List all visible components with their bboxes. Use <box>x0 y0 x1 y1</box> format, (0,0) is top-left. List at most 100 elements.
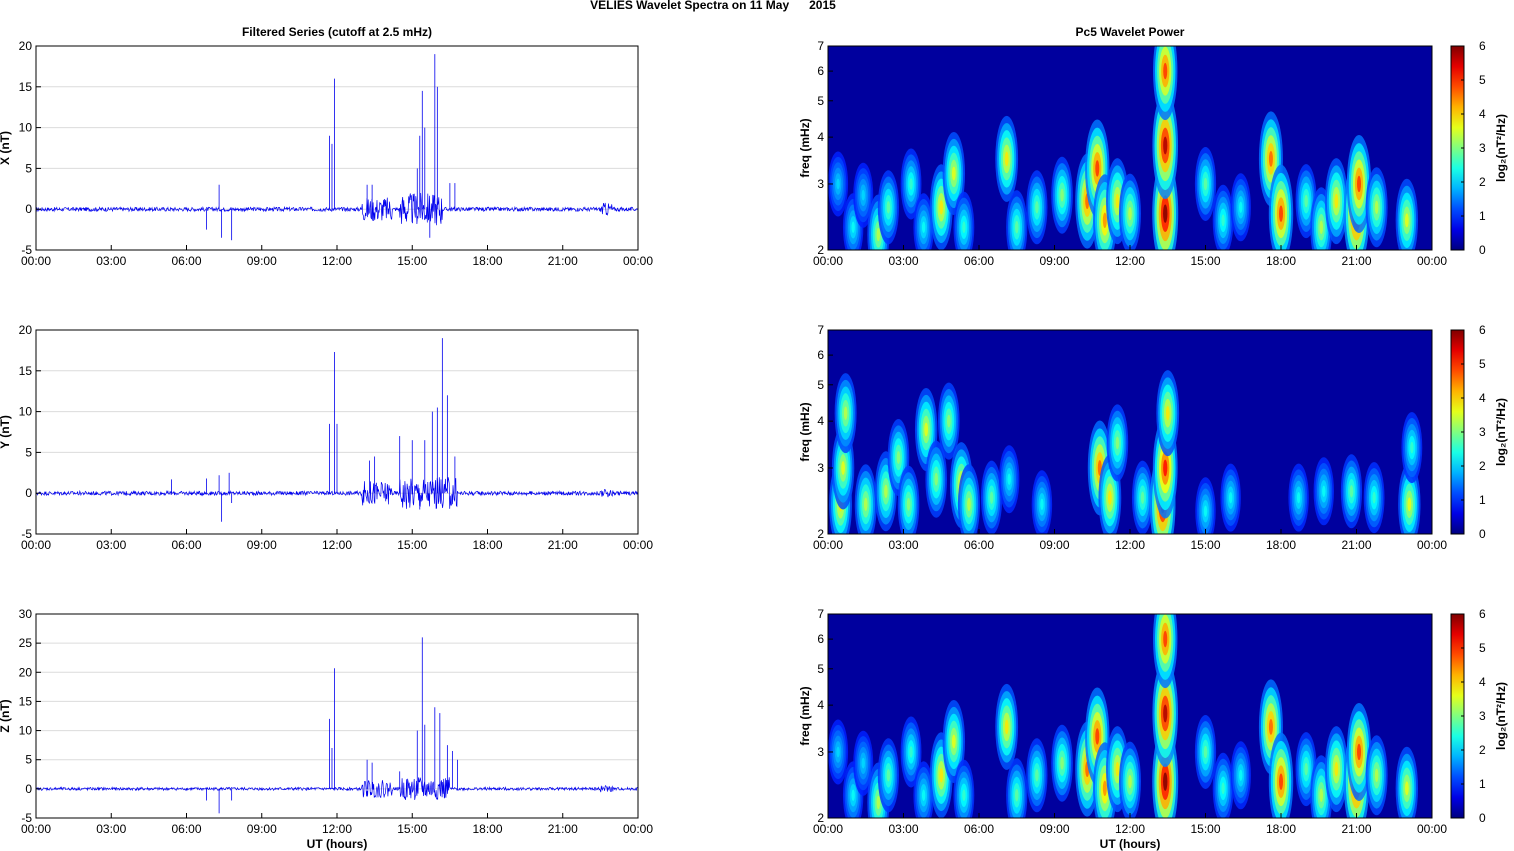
x-tick-label: 00:00 <box>813 822 843 836</box>
blob-layer <box>921 789 926 801</box>
blob-layer <box>1334 193 1339 209</box>
x-tick-label: 03:00 <box>888 538 918 552</box>
power-blob <box>1313 457 1334 526</box>
x-tick-label: 09:00 <box>247 822 277 836</box>
blob-layer <box>1404 781 1409 796</box>
x-tick-label: 09:00 <box>247 254 277 268</box>
power-blob <box>854 464 877 534</box>
y-tick-label: 7 <box>817 323 824 337</box>
power-blob <box>913 761 934 818</box>
x-tick-label: 00:00 <box>623 254 653 268</box>
power-blob <box>957 464 980 534</box>
blob-layer <box>843 406 848 420</box>
x-tick-label: 00:00 <box>21 538 51 552</box>
wavelet-panel-2: 2 3 4 5 6 7 00:00 03:00 06:00 09:00 12:00 15:00 18:0… <box>798 323 1508 552</box>
blob-layer <box>951 734 956 749</box>
power-blob <box>1026 738 1048 813</box>
power-blob <box>1346 702 1372 801</box>
blob-layer <box>962 789 966 802</box>
blob-layer <box>939 768 944 783</box>
blob-layer <box>1128 774 1132 789</box>
power-blob <box>1365 735 1388 816</box>
y-tick-label: 5 <box>817 94 824 108</box>
blob-layer <box>909 178 913 190</box>
blob-layer <box>836 746 840 758</box>
colorbar-tick-label: 4 <box>1479 391 1486 405</box>
x-tick-label: 03:00 <box>96 538 126 552</box>
blob-layer <box>1374 768 1379 782</box>
y-tick-label: 15 <box>19 694 33 708</box>
blob-layer <box>1004 151 1009 167</box>
power-blob <box>1401 412 1423 484</box>
blob-layer <box>1115 193 1120 209</box>
x-tick-label: 03:00 <box>96 254 126 268</box>
y-tick-label: 4 <box>817 130 824 144</box>
panel-title: Pc5 Wavelet Power <box>1076 25 1185 39</box>
power-blob <box>1268 732 1294 818</box>
y-tick-label: 6 <box>817 348 824 362</box>
blob-layer <box>909 746 913 758</box>
blob-layer <box>1060 188 1064 202</box>
power-blob <box>995 115 1019 202</box>
power-blob <box>980 460 1003 534</box>
x-axis-label: UT (hours) <box>1100 837 1161 851</box>
x-tick-label: 03:00 <box>96 822 126 836</box>
figure-title: VELIES Wavelet Spectra on 11 May 2015 <box>590 0 836 12</box>
colorbar-tick-label: 3 <box>1479 709 1486 723</box>
colorbar-label: log₂(nT²/Hz) <box>1494 398 1508 466</box>
x-tick-label: 15:00 <box>1190 538 1220 552</box>
power-blob <box>853 730 874 796</box>
y-axis-label: freq (mHz) <box>798 686 812 745</box>
power-blob <box>913 193 934 250</box>
x-tick-label: 06:00 <box>171 254 201 268</box>
blob-layer <box>1268 150 1273 167</box>
power-blob <box>999 445 1020 514</box>
blob-layer <box>1163 459 1168 477</box>
x-tick-label: 18:00 <box>472 254 502 268</box>
x-tick-label: 12:00 <box>1115 254 1145 268</box>
blob-layer <box>1203 745 1208 759</box>
blob-layer <box>1268 718 1273 735</box>
blob-layer <box>884 484 888 498</box>
x-tick-label: 18:00 <box>472 538 502 552</box>
x-tick-label: 12:00 <box>1115 822 1145 836</box>
x-tick-label: 21:00 <box>1341 538 1371 552</box>
power-blob <box>1363 462 1385 534</box>
power-blob <box>1230 741 1251 810</box>
blob-layer <box>1163 204 1168 223</box>
y-tick-label: 5 <box>817 378 824 392</box>
x-tick-label: 00:00 <box>1417 822 1447 836</box>
blob-layer <box>1407 497 1412 512</box>
blob-layer <box>886 201 891 214</box>
x-tick-label: 12:00 <box>322 254 352 268</box>
colorbar-tick-label: 5 <box>1479 73 1486 87</box>
blob-layer <box>1221 782 1225 795</box>
heatmap-area <box>828 330 1432 534</box>
y-tick-label: 7 <box>817 607 824 621</box>
x-tick-label: 03:00 <box>888 822 918 836</box>
x-tick-label: 21:00 <box>548 822 578 836</box>
x-tick-label: 15:00 <box>1190 254 1220 268</box>
x-tick-label: 09:00 <box>1039 254 1069 268</box>
power-blob <box>1324 726 1348 813</box>
blob-layer <box>1357 743 1362 761</box>
x-tick-label: 15:00 <box>397 538 427 552</box>
x-tick-label: 09:00 <box>1039 538 1069 552</box>
blob-layer <box>1349 485 1354 498</box>
colorbar-tick-label: 3 <box>1479 141 1486 155</box>
blob-layer <box>876 227 881 242</box>
power-blob <box>953 191 975 250</box>
blob-layer <box>939 200 944 215</box>
blob-layer <box>1322 485 1326 497</box>
y-tick-label: 5 <box>817 662 824 676</box>
y-tick-label: 6 <box>817 64 824 78</box>
heatmap-area <box>828 46 1432 250</box>
y-tick-label: 2 <box>817 527 824 541</box>
y-tick-label: 10 <box>19 121 33 135</box>
blob-layer <box>886 769 891 782</box>
blob-layer <box>1035 769 1039 782</box>
blob-layer <box>1228 491 1233 504</box>
blob-layer <box>1203 505 1208 517</box>
blob-layer <box>951 166 956 181</box>
